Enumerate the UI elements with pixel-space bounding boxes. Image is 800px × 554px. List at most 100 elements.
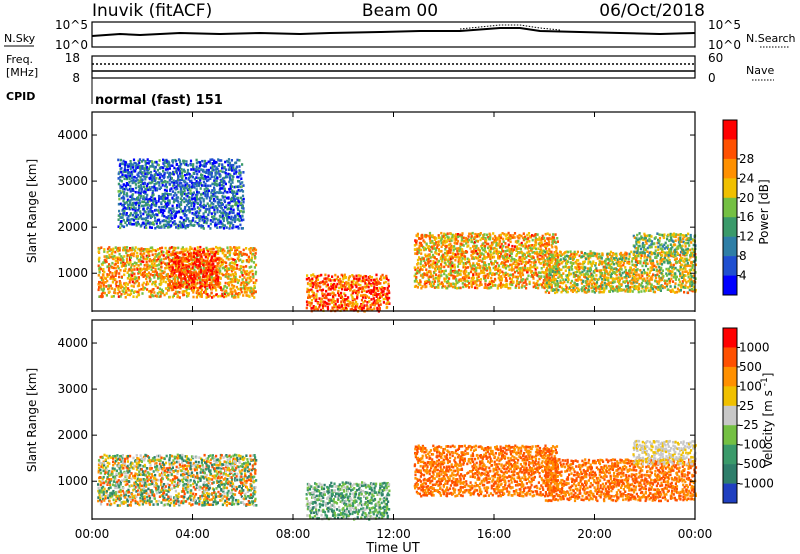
heatmap-cell xyxy=(486,267,489,270)
heatmap-cell xyxy=(568,273,571,277)
heatmap-cell xyxy=(635,271,638,274)
heatmap-cell xyxy=(435,262,439,266)
heatmap-cell xyxy=(309,278,312,282)
heatmap-cell xyxy=(579,262,582,266)
heatmap-cell xyxy=(635,240,638,243)
heatmap-cell xyxy=(120,261,123,265)
heatmap-cell xyxy=(136,163,140,167)
heatmap-cell xyxy=(158,255,162,258)
heatmap-cell xyxy=(449,282,453,286)
heatmap-cell xyxy=(631,285,634,289)
heatmap-cell xyxy=(589,266,592,270)
heatmap-cell xyxy=(618,276,621,280)
heatmap-cell xyxy=(468,262,471,266)
heatmap-cell xyxy=(177,260,181,263)
heatmap-cell xyxy=(684,286,687,289)
heatmap-cell xyxy=(125,177,128,181)
heatmap-cell xyxy=(140,185,143,189)
heatmap-cell xyxy=(102,287,105,291)
heatmap-cell xyxy=(652,290,655,294)
heatmap-cell xyxy=(452,282,455,285)
heatmap-cell xyxy=(420,286,423,290)
heatmap-cell xyxy=(600,287,603,290)
heatmap-cell xyxy=(382,290,385,293)
heatmap-cell xyxy=(203,253,206,256)
heatmap-cell xyxy=(613,253,616,256)
heatmap-cell xyxy=(386,288,389,292)
heatmap-cell xyxy=(587,262,590,265)
heatmap-cell xyxy=(245,280,248,284)
heatmap-cell xyxy=(153,259,156,262)
heatmap-cell xyxy=(252,291,255,295)
heatmap-cell xyxy=(377,281,380,284)
heatmap-cell xyxy=(626,290,629,293)
heatmap-cell xyxy=(650,243,653,246)
heatmap-cell xyxy=(659,247,662,250)
heatmap-cell xyxy=(217,281,220,284)
heatmap-cell xyxy=(679,236,682,239)
heatmap-cell xyxy=(149,246,152,250)
heatmap-cell xyxy=(479,259,482,262)
heatmap-cell xyxy=(351,280,354,284)
heatmap-cell xyxy=(419,267,422,271)
heatmap-cell xyxy=(673,258,677,261)
heatmap-cell xyxy=(314,281,317,284)
heatmap-cell xyxy=(167,283,170,287)
heatmap-cell xyxy=(661,245,664,248)
heatmap-cell xyxy=(584,252,587,255)
heatmap-cell xyxy=(659,271,662,274)
heatmap-cell xyxy=(684,242,687,245)
heatmap-cell xyxy=(438,276,441,280)
heatmap-cell xyxy=(205,262,208,266)
heatmap-cell xyxy=(544,282,547,286)
heatmap-cell xyxy=(147,252,150,255)
heatmap-cell xyxy=(132,178,135,182)
heatmap-cell xyxy=(589,268,592,271)
heatmap-cell xyxy=(646,282,649,286)
heatmap-cell xyxy=(125,223,128,227)
heatmap-cell xyxy=(673,243,676,246)
heatmap-cell xyxy=(554,251,557,254)
heatmap-cell xyxy=(106,250,109,254)
heatmap-cell xyxy=(99,266,102,269)
heatmap-cell xyxy=(356,280,359,283)
heatmap-cell xyxy=(211,296,214,299)
heatmap-cell xyxy=(481,266,484,270)
heatmap-cell xyxy=(450,273,453,277)
heatmap-cell xyxy=(146,257,149,261)
heatmap-cell xyxy=(140,187,144,191)
heatmap-cell xyxy=(199,270,203,274)
heatmap-cell xyxy=(461,236,464,239)
heatmap-cell xyxy=(606,255,609,259)
heatmap-cell xyxy=(556,267,559,270)
heatmap-cell xyxy=(459,252,462,256)
heatmap-cell xyxy=(516,275,519,279)
heatmap-cell xyxy=(356,296,359,300)
heatmap-cell xyxy=(657,248,660,251)
heatmap-cell xyxy=(524,237,528,241)
heatmap-cell xyxy=(462,270,465,273)
heatmap-cell xyxy=(369,307,372,311)
heatmap-cell xyxy=(203,278,206,282)
heatmap-cell xyxy=(194,277,197,280)
heatmap-cell xyxy=(129,212,133,215)
heatmap-cell xyxy=(253,266,256,269)
heatmap-cell xyxy=(119,184,122,188)
heatmap-cell xyxy=(523,237,526,241)
heatmap-cell xyxy=(498,237,501,241)
heatmap-cell xyxy=(147,271,151,274)
heatmap-cell xyxy=(125,187,128,190)
heatmap-cell xyxy=(493,277,497,281)
heatmap-cell xyxy=(659,285,662,288)
heatmap-cell xyxy=(642,261,645,265)
heatmap-cell xyxy=(507,286,510,290)
heatmap-cell xyxy=(380,278,383,281)
heatmap-cell xyxy=(144,177,147,181)
heatmap-cell xyxy=(447,265,450,268)
heatmap-cell xyxy=(611,289,615,293)
heatmap-cell xyxy=(373,286,376,289)
heatmap-cell xyxy=(479,264,482,268)
heatmap-cell xyxy=(202,247,205,251)
heatmap-cell xyxy=(230,287,233,291)
heatmap-cell xyxy=(528,259,531,262)
